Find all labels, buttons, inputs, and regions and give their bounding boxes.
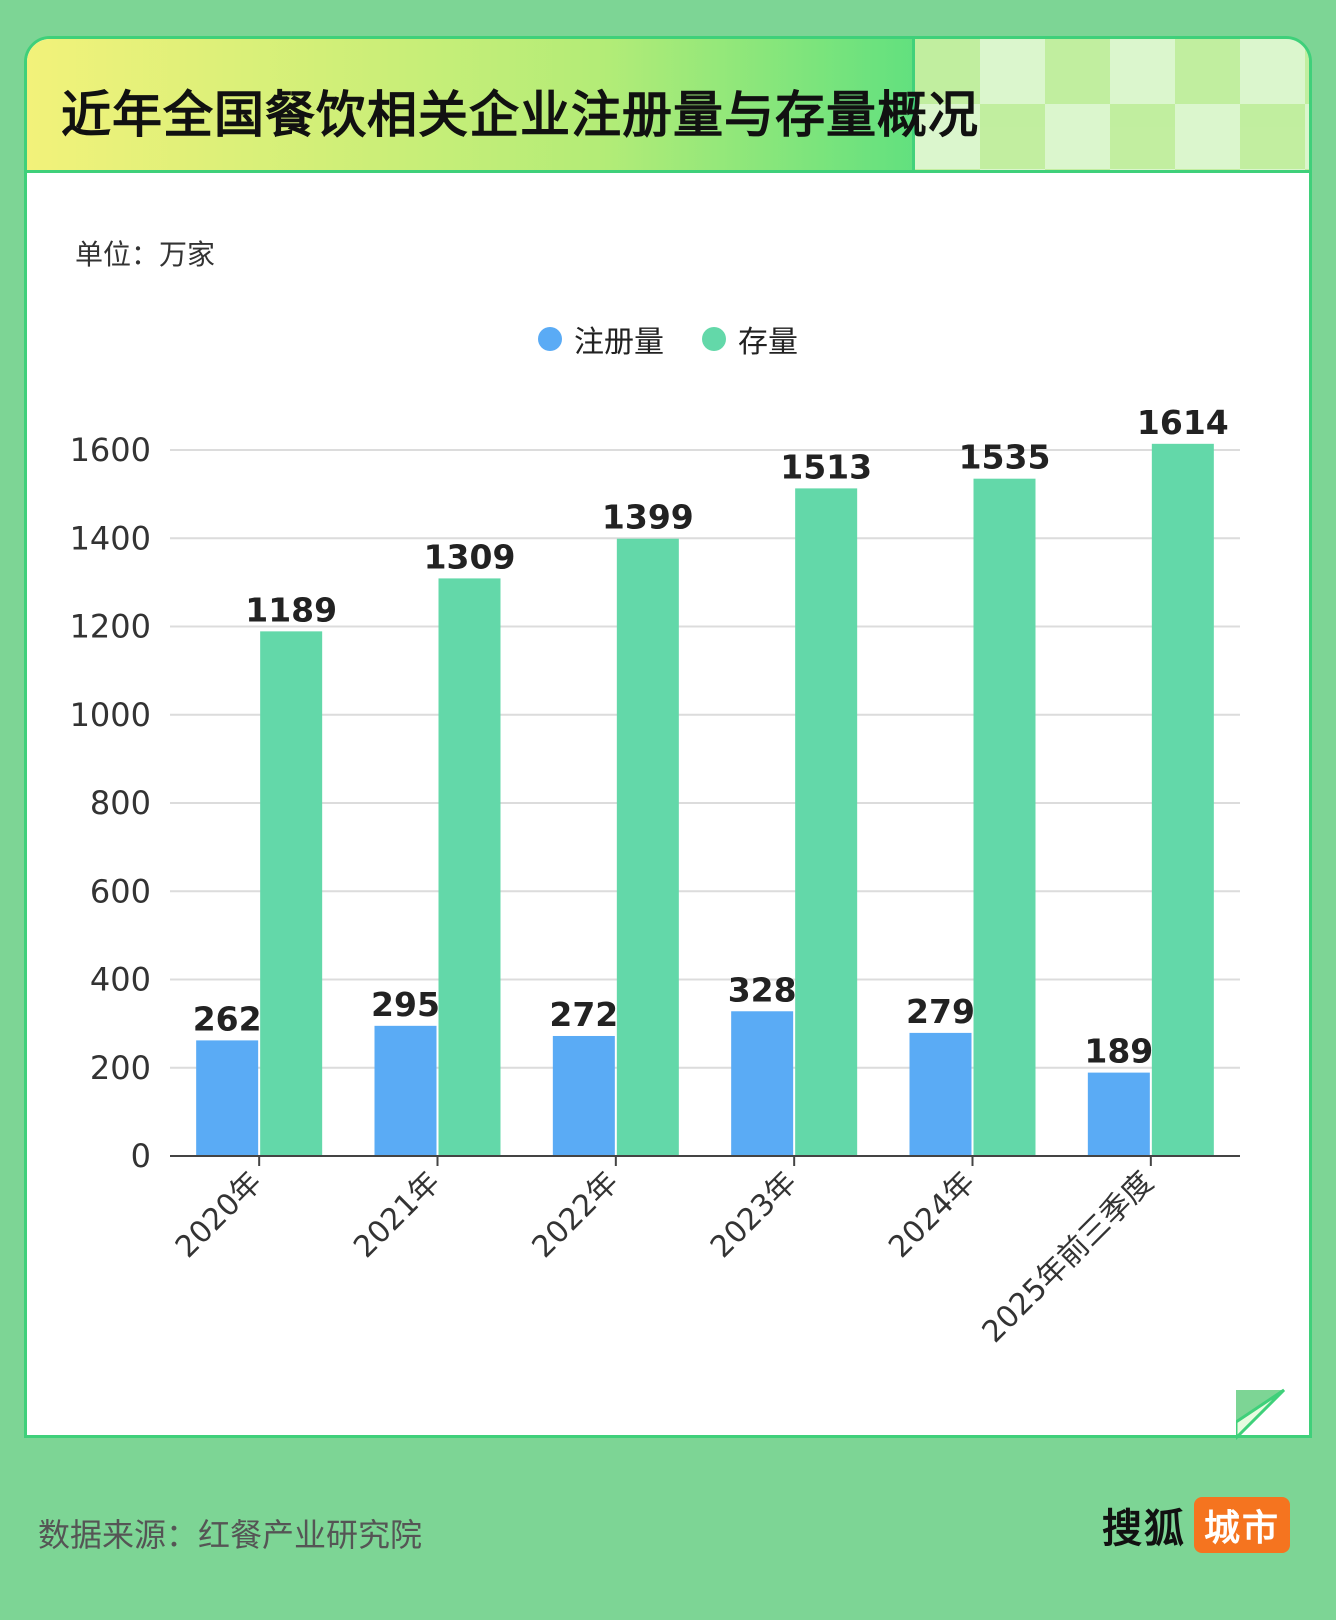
y-tick-label: 1000 bbox=[70, 696, 151, 734]
legend-label-registrations: 注册量 bbox=[574, 325, 664, 360]
legend-item-stock: 存量 bbox=[702, 317, 798, 361]
bar-stock bbox=[616, 538, 679, 1156]
chart-card: 近年全国餐饮相关企业注册量与存量概况 单位：万家 注册量 存量 0 200 400 6… bbox=[24, 36, 1312, 1438]
legend: 注册量 存量 bbox=[27, 317, 1309, 361]
x-category-label: 2023年 bbox=[704, 1165, 804, 1265]
data-label-stock: 1189 bbox=[245, 590, 337, 629]
data-label-registrations: 279 bbox=[906, 992, 975, 1031]
chart-title: 近年全国餐饮相关企业注册量与存量概况 bbox=[61, 86, 979, 144]
data-label-registrations: 328 bbox=[728, 970, 797, 1009]
y-tick-label: 1600 bbox=[70, 431, 151, 469]
x-category-label: 2024年 bbox=[882, 1165, 982, 1265]
bar-registrations bbox=[909, 1032, 972, 1156]
data-label-registrations: 189 bbox=[1084, 1032, 1153, 1071]
data-label-stock: 1614 bbox=[1137, 403, 1229, 442]
y-tick-label: 200 bbox=[90, 1049, 151, 1087]
page-fold-corner bbox=[1236, 1388, 1286, 1441]
y-tick-label: 0 bbox=[131, 1137, 151, 1175]
bar-stock bbox=[438, 578, 501, 1156]
y-tick-label: 800 bbox=[90, 784, 151, 822]
legend-dot-registrations bbox=[538, 327, 562, 351]
brand-name: 搜狐 bbox=[1102, 1506, 1186, 1552]
data-label-stock: 1535 bbox=[959, 438, 1051, 477]
data-label-stock: 1399 bbox=[602, 498, 694, 537]
legend-item-registrations: 注册量 bbox=[538, 317, 664, 361]
bar-registrations bbox=[731, 1011, 794, 1156]
bar-stock bbox=[795, 488, 858, 1156]
bar-registrations bbox=[196, 1040, 259, 1156]
bar-registrations bbox=[374, 1025, 437, 1156]
y-tick-label: 1200 bbox=[70, 608, 151, 646]
data-label-registrations: 272 bbox=[549, 995, 618, 1034]
x-category-label: 2020年 bbox=[169, 1165, 269, 1265]
data-label-registrations: 262 bbox=[193, 999, 262, 1038]
bar-stock bbox=[260, 631, 323, 1156]
x-category-label: 2022年 bbox=[526, 1165, 626, 1265]
legend-label-stock: 存量 bbox=[738, 325, 798, 360]
data-source: 数据来源：红餐产业研究院 bbox=[38, 1516, 423, 1554]
x-category-label: 2021年 bbox=[347, 1165, 447, 1265]
brand-tag: 城市 bbox=[1194, 1497, 1291, 1553]
y-tick-label: 1400 bbox=[70, 519, 151, 557]
brand-logo: 搜狐 城市 bbox=[1102, 1497, 1291, 1553]
checker-decoration bbox=[912, 39, 1309, 170]
data-label-stock: 1309 bbox=[424, 537, 516, 576]
data-label-registrations: 295 bbox=[371, 985, 440, 1024]
bar-chart: 0 200 400 600 800 1000 1200 1400 1600 262 1189 2020… bbox=[70, 403, 1240, 1350]
data-label-stock: 1513 bbox=[780, 447, 872, 486]
bar-stock bbox=[1151, 443, 1214, 1156]
x-category-label: 2025年前三季度 bbox=[976, 1165, 1161, 1350]
y-tick-label: 400 bbox=[90, 961, 151, 999]
unit-label: 单位：万家 bbox=[75, 238, 216, 271]
bar-registrations bbox=[1087, 1072, 1150, 1156]
legend-dot-stock bbox=[702, 327, 726, 351]
bar-registrations bbox=[552, 1035, 615, 1156]
bar-stock bbox=[973, 478, 1036, 1156]
y-tick-label: 600 bbox=[90, 872, 151, 910]
title-banner: 近年全国餐饮相关企业注册量与存量概况 bbox=[27, 39, 1309, 173]
